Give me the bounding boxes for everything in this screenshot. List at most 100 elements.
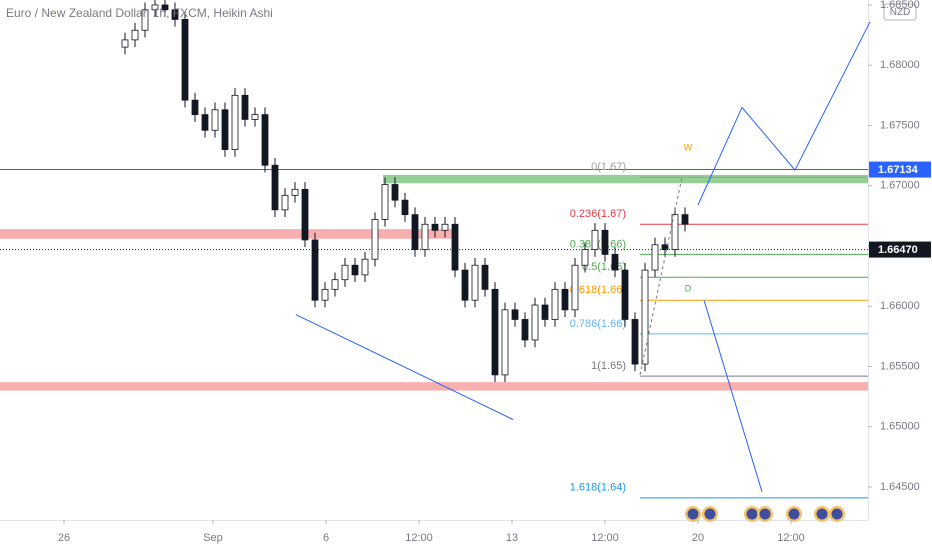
candle-body xyxy=(261,114,269,166)
candle-body xyxy=(451,223,459,271)
event-icon xyxy=(687,508,699,520)
fib-label: 1(1.65) xyxy=(591,360,626,372)
event-icons xyxy=(685,506,845,522)
fib-label: 0.236(1.67) xyxy=(570,208,626,220)
fib-label: 0.786(1.66) xyxy=(570,318,626,330)
candle-body xyxy=(471,264,479,301)
candle-body xyxy=(151,4,159,11)
x-tick-label: Sep xyxy=(203,532,223,544)
candle-body xyxy=(241,94,249,120)
trend-line xyxy=(639,177,683,376)
candle-body xyxy=(671,214,679,250)
price-badge-label: 1.66470 xyxy=(878,244,918,256)
candle-body xyxy=(181,19,189,101)
x-tick-label: 26 xyxy=(58,532,70,544)
candle-body xyxy=(221,109,229,150)
x-tick-label: 12:00 xyxy=(405,532,433,544)
candle-body xyxy=(651,244,659,271)
event-icon xyxy=(746,508,758,520)
candle-body xyxy=(581,249,589,266)
trend-line xyxy=(703,300,763,492)
candle-body xyxy=(551,288,559,320)
candle-body xyxy=(561,288,569,311)
x-tick-label: 6 xyxy=(323,532,329,544)
candle-body xyxy=(641,269,649,365)
candle-body xyxy=(371,219,379,260)
candle-body xyxy=(401,199,409,216)
y-tick-label: 1.64500 xyxy=(880,481,920,493)
candle-body xyxy=(331,279,339,290)
candle-body xyxy=(461,269,469,301)
candle-body xyxy=(231,94,239,150)
candle-body xyxy=(161,4,169,11)
y-tick-label: 1.66000 xyxy=(880,300,920,312)
candle-body xyxy=(201,114,209,131)
candle-body xyxy=(431,223,439,231)
x-tick-label: 12:00 xyxy=(591,532,619,544)
currency-badge[interactable] xyxy=(883,3,917,21)
candle-body xyxy=(291,188,299,196)
price-badge xyxy=(869,161,931,178)
event-icon xyxy=(759,508,771,520)
candle-body xyxy=(391,184,399,201)
fib-label: 0(1.67) xyxy=(591,161,626,173)
fib-label: 1.618(1.64) xyxy=(570,482,626,494)
candle-body xyxy=(681,214,689,225)
candle-body xyxy=(301,188,309,241)
candle-body xyxy=(611,253,619,271)
y-tick-label: 1.65500 xyxy=(880,360,920,372)
event-icon xyxy=(788,508,800,520)
x-tick-label: 13 xyxy=(506,532,518,544)
candle-body xyxy=(621,269,629,320)
candle-body xyxy=(191,99,199,116)
candle-body xyxy=(171,9,179,20)
candle-body xyxy=(661,244,669,250)
candle-body xyxy=(531,304,539,341)
trend-line xyxy=(295,314,514,420)
zone xyxy=(0,382,868,391)
event-icon xyxy=(831,508,843,520)
candle-body xyxy=(521,319,529,341)
candle-body xyxy=(131,29,139,41)
fib-label: 0.618(1.66) xyxy=(570,284,626,296)
candle-body xyxy=(211,109,219,131)
price-badge-label: 1.67134 xyxy=(878,164,919,176)
y-tick-label: 1.68500 xyxy=(880,0,920,11)
zone xyxy=(383,174,868,184)
candle-body xyxy=(541,304,549,320)
candle-body xyxy=(141,9,149,31)
candle-body xyxy=(121,39,129,48)
pattern-marker: W xyxy=(684,143,693,153)
currency-label: NZD xyxy=(890,7,911,18)
candle-body xyxy=(251,114,259,120)
candle-body xyxy=(311,239,319,301)
zone xyxy=(0,229,457,239)
candle-body xyxy=(481,264,489,290)
y-tick-label: 1.67500 xyxy=(880,119,920,131)
candle-body xyxy=(341,264,349,281)
candle-body xyxy=(271,164,279,211)
candle-body xyxy=(491,288,499,376)
pattern-marker: D xyxy=(685,284,692,294)
candle-body xyxy=(571,264,579,311)
candle-body xyxy=(281,194,289,211)
symbol-title: Euro / New Zealand Dollar, 1h, FXCM, Hei… xyxy=(6,6,273,20)
x-tick-label: 20 xyxy=(692,532,704,544)
plot: 0(1.67)0.236(1.67)0.382(1.66)0.5(1.66)0.… xyxy=(0,0,871,499)
y-tick-label: 1.67000 xyxy=(880,180,920,192)
candle-body xyxy=(441,223,449,231)
event-icon xyxy=(704,508,716,520)
y-tick-label: 1.65000 xyxy=(880,421,920,433)
candle-body xyxy=(631,319,639,365)
fib-label: 0.5(1.66) xyxy=(582,261,626,273)
candle-body xyxy=(321,288,329,301)
candle-body xyxy=(421,223,429,250)
x-tick-label: 12:00 xyxy=(777,532,805,544)
candle-body xyxy=(381,184,389,220)
candle-body xyxy=(511,309,519,320)
y-tick-label: 1.68000 xyxy=(880,59,920,71)
candle-body xyxy=(501,309,509,376)
trend-line xyxy=(697,21,871,206)
